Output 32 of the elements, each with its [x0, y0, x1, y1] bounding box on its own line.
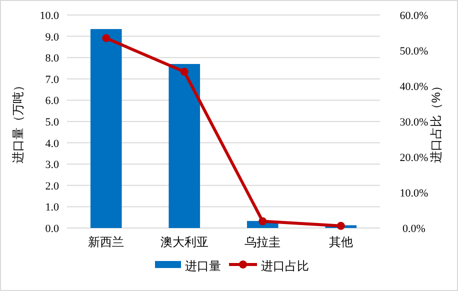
- y-tick-label: 2.0: [45, 180, 60, 192]
- y-tick-label: 6.0: [45, 95, 60, 108]
- point: [336, 222, 345, 230]
- x-tick-label: 新西兰: [88, 235, 124, 249]
- y-axis-title: 进口量（万吨）: [11, 80, 25, 164]
- legend-label: 进口占比: [261, 259, 309, 273]
- y-tick-label: 4.0: [45, 138, 60, 150]
- y-tick-label: 9.0: [45, 31, 60, 44]
- y-tick-label: 8.0: [45, 52, 60, 65]
- bar: [90, 29, 122, 228]
- y2-tick-label: 40.0%: [400, 81, 428, 93]
- y-tick-label: 0.0: [45, 223, 60, 235]
- point: [258, 217, 267, 226]
- y-tick-label: 10.0: [40, 10, 60, 22]
- y2-axis-title: 进口占比（%）: [429, 80, 443, 163]
- legend-label: 进口量: [185, 259, 221, 273]
- y-tick-label: 1.0: [45, 202, 60, 214]
- bar: [168, 64, 200, 228]
- x-tick-label: 乌拉圭: [244, 235, 281, 249]
- x-tick-label: 其他: [328, 235, 353, 249]
- y2-tick-label: 20.0%: [400, 152, 428, 164]
- y-tick-label: 7.0: [45, 74, 60, 86]
- y2-tick-label: 10.0%: [400, 188, 428, 200]
- point: [102, 34, 110, 42]
- y2-tick-label: 60.0%: [400, 10, 428, 22]
- y2-tick-label: 0.0%: [402, 223, 426, 235]
- x-tick-label: 澳大利亚: [160, 235, 208, 249]
- y2-tick-label: 30.0%: [400, 116, 428, 128]
- y-tick-label: 3.0: [45, 159, 60, 172]
- y-tick-label: 5.0: [45, 116, 60, 128]
- point: [180, 68, 188, 76]
- y2-tick-label: 50.0%: [400, 46, 428, 58]
